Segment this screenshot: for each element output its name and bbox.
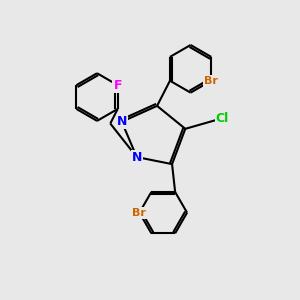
Text: Br: Br: [204, 76, 218, 86]
Text: Cl: Cl: [216, 112, 229, 125]
Text: N: N: [117, 115, 127, 128]
Text: F: F: [113, 79, 122, 92]
Text: N: N: [132, 151, 142, 164]
Text: Br: Br: [133, 208, 146, 218]
